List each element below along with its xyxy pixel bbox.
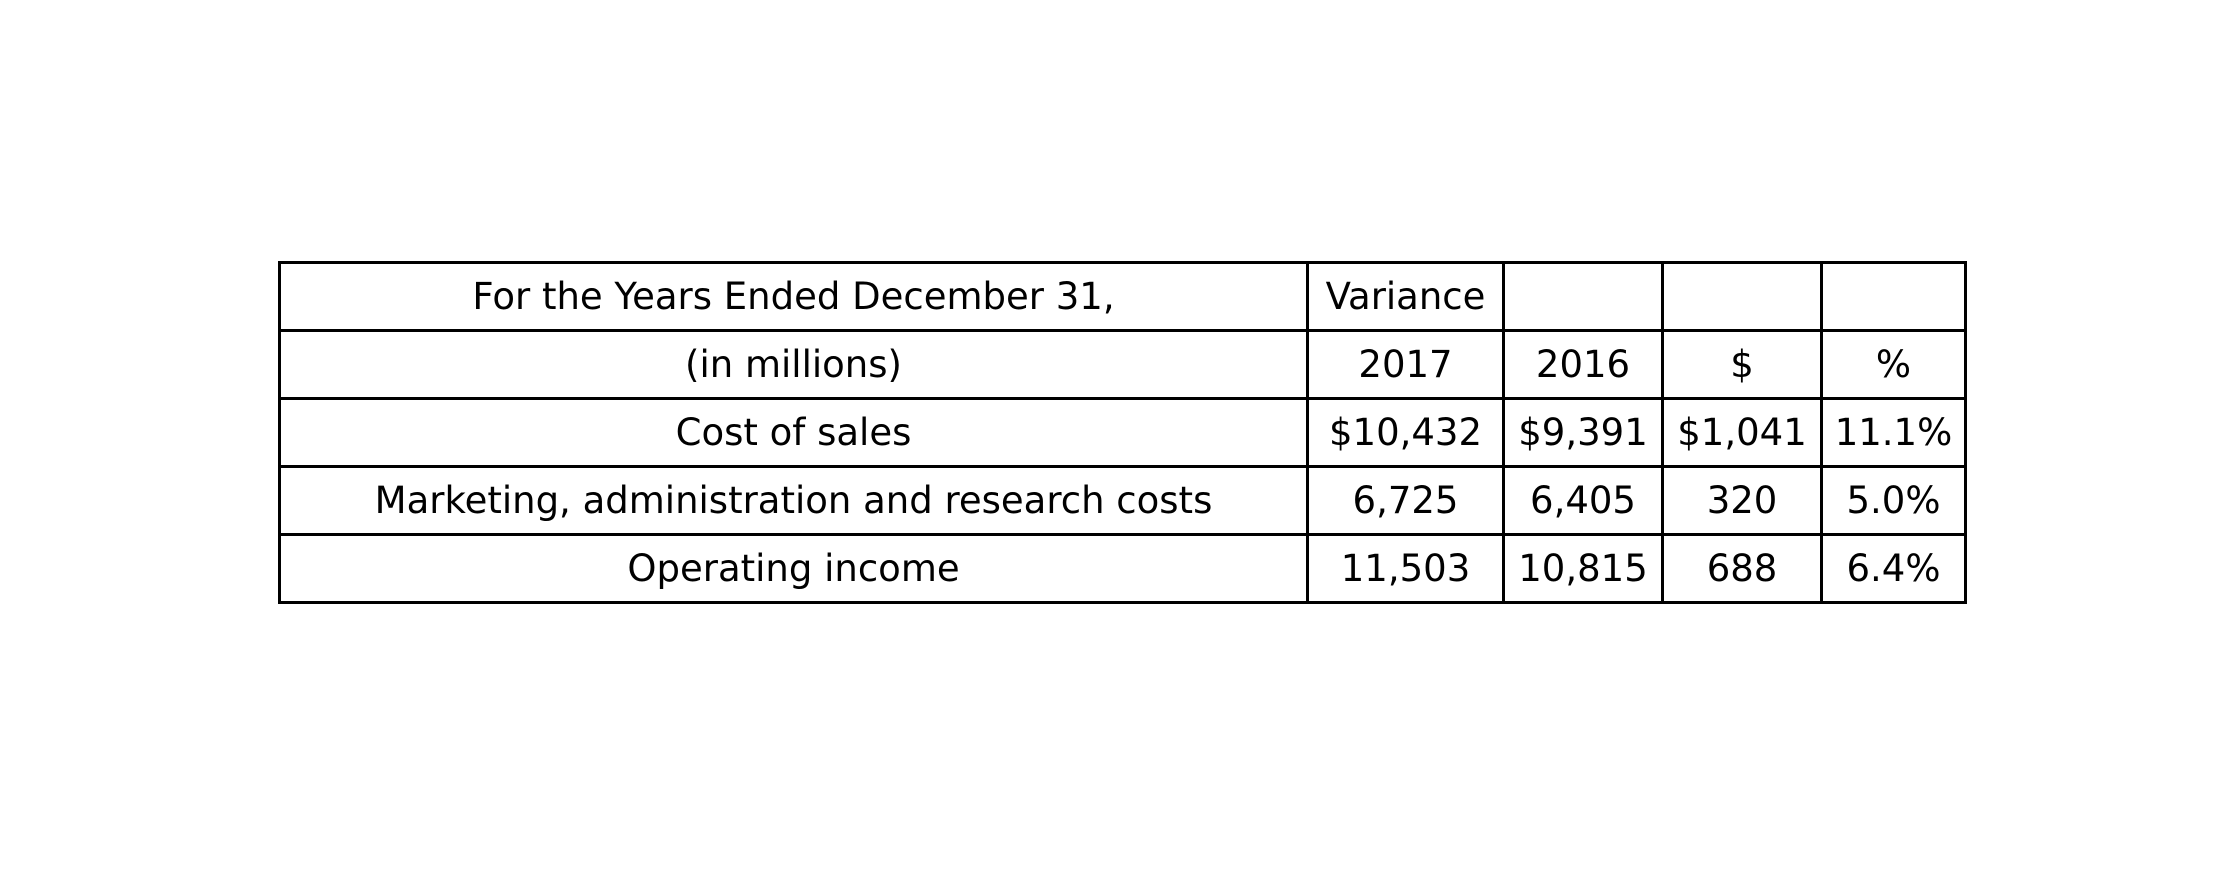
header-cell: For the Years Ended December 31, xyxy=(278,261,1309,332)
header-cell: 2016 xyxy=(1502,329,1664,400)
header-cell: 2017 xyxy=(1306,329,1505,400)
table-cell: Marketing, administration and research c… xyxy=(278,465,1309,536)
header-row: For the Years Ended December 31, Variance xyxy=(278,261,1967,332)
table-cell: 11,503 xyxy=(1306,533,1505,604)
table-cell: Operating income xyxy=(278,533,1309,604)
table-cell: 5.0% xyxy=(1820,465,1967,536)
table-body: For the Years Ended December 31, Variance… xyxy=(278,261,1967,604)
header-cell: % xyxy=(1820,329,1967,400)
table-cell: 6,725 xyxy=(1306,465,1505,536)
header-cell xyxy=(1661,261,1823,332)
table-cell: 688 xyxy=(1661,533,1823,604)
table-row: Marketing, administration and research c… xyxy=(278,465,1967,536)
header-cell: (in millions) xyxy=(278,329,1309,400)
table-cell: $9,391 xyxy=(1502,397,1664,468)
header-row: (in millions) 2017 2016 $% xyxy=(278,329,1967,400)
table-cell: Cost of sales xyxy=(278,397,1309,468)
table-cell: $10,432 xyxy=(1306,397,1505,468)
financial-table: For the Years Ended December 31, Variance… xyxy=(278,261,1967,604)
header-cell: $ xyxy=(1661,329,1823,400)
table-cell: 6,405 xyxy=(1502,465,1664,536)
header-cell: Variance xyxy=(1306,261,1505,332)
table-cell: $1,041 xyxy=(1661,397,1823,468)
table-cell: 320 xyxy=(1661,465,1823,536)
header-cell xyxy=(1820,261,1967,332)
table-cell: 6.4% xyxy=(1820,533,1967,604)
table-cell: 10,815 xyxy=(1502,533,1664,604)
table-cell: 11.1% xyxy=(1820,397,1967,468)
table-row: Operating income 11,503 10,815 688 6.4% xyxy=(278,533,1967,604)
table-row: Cost of sales $10,432 $9,391 $1,041 11.1% xyxy=(278,397,1967,468)
header-cell xyxy=(1502,261,1664,332)
